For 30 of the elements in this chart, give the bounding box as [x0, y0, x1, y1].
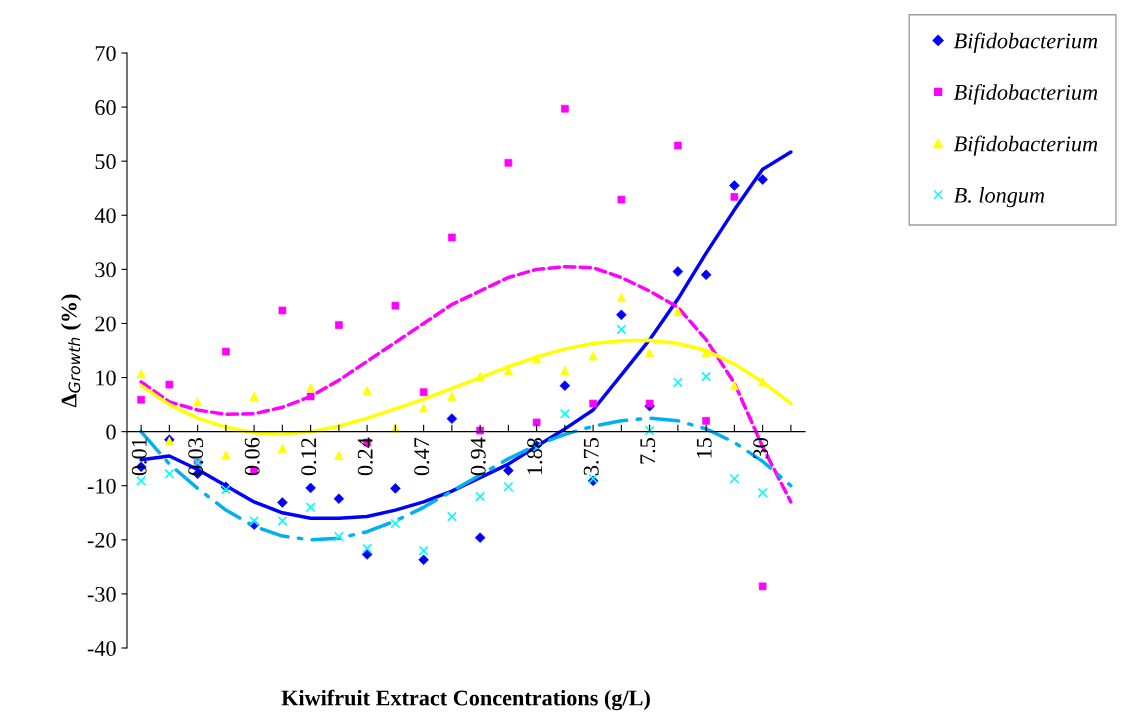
y-axis-title: Δ$_{Growth}$ (%)	[60, 294, 82, 408]
x-tick-label: 0.06	[244, 437, 260, 476]
x-tick-label: 1.88	[527, 438, 543, 475]
y-tick-label: -20	[87, 532, 116, 548]
y-tick-label: 40	[94, 208, 116, 224]
y-tick-label: -40	[87, 640, 116, 656]
x-tick-label: 7.5	[640, 438, 656, 464]
x-tick-label: 15	[696, 438, 712, 458]
y-tick-label: 20	[95, 316, 116, 332]
legend-label: Bifidobacterium	[953, 84, 1098, 105]
y-tick-label: 50	[95, 154, 116, 170]
legend-label: Bifidobacterium	[953, 32, 1098, 53]
x-tick-label: 0.03	[188, 438, 204, 476]
x-tick-label: 0.47	[414, 437, 430, 476]
x-tick-label: 0.01	[131, 438, 147, 476]
y-tick-label: 10	[96, 370, 116, 386]
legend-label: B. longum	[953, 187, 1045, 208]
x-tick-label: 0.24	[357, 437, 373, 476]
y-tick-label: -10	[87, 478, 116, 494]
x-axis-title: Kiwifruit Extract Concentrations (g/L)	[281, 689, 650, 711]
y-tick-label: 70	[95, 45, 116, 61]
x-tick-label: 0.94	[470, 437, 486, 476]
y-tick-label: 30	[95, 262, 116, 278]
legend-label: Bifidobacterium	[953, 135, 1098, 156]
y-tick-label: 0	[106, 424, 116, 440]
x-tick-label: 3.75	[583, 438, 599, 476]
x-tick-label: 0.12	[301, 438, 317, 476]
x-tick-label: 30	[753, 438, 769, 459]
y-tick-label: -30	[87, 586, 116, 602]
y-tick-label: 60	[95, 100, 116, 116]
